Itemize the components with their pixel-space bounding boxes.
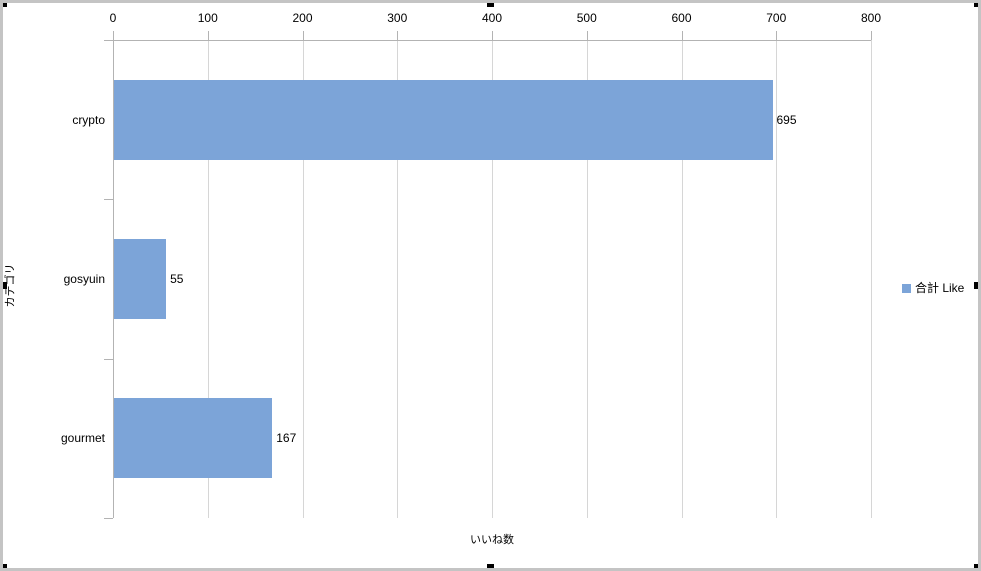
x-axis-tick-700 [776, 31, 778, 40]
x-axis-tick-200 [302, 31, 304, 40]
gridline-100 [207, 40, 209, 518]
gridline-300 [397, 40, 399, 518]
category-label-gourmet[interactable]: gourmet [60, 431, 105, 446]
x-axis-tick-600 [681, 31, 683, 40]
legend-marker-square-icon [902, 283, 911, 293]
x-axis-title: いいね数 [470, 534, 514, 546]
resize-handle-middle-right[interactable] [974, 281, 978, 289]
x-axis-tick-label: 0 [109, 11, 117, 25]
x-axis-tick-label: 600 [671, 11, 692, 25]
x-axis-tick-500 [586, 31, 588, 40]
category-axis-tick [104, 40, 113, 41]
category-label-crypto[interactable]: crypto [72, 112, 105, 127]
resize-handle-top-left[interactable] [3, 3, 7, 7]
bar-gourmet[interactable] [114, 398, 272, 478]
x-axis-tick-100 [207, 31, 209, 40]
resize-handle-bottom-left[interactable] [3, 564, 7, 568]
x-axis-tick-400 [492, 31, 493, 40]
gridline-500 [586, 40, 588, 518]
bar-crypto[interactable] [114, 80, 773, 160]
resize-handle-bottom-right[interactable] [974, 564, 978, 568]
x-axis-tick-800 [871, 31, 872, 40]
data-label-gourmet: 167 [276, 431, 297, 446]
bar-gosyuin[interactable] [114, 239, 166, 319]
category-axis-tick [104, 358, 113, 360]
resize-handle-top-right[interactable] [974, 3, 978, 7]
resize-handle-bottom-middle[interactable] [486, 564, 494, 568]
x-axis-tick-label: 200 [292, 11, 313, 25]
value-axis-line [104, 40, 871, 41]
x-axis-tick-label: 300 [387, 11, 408, 25]
x-axis-tick-label: 100 [197, 11, 218, 25]
gridline-700 [776, 40, 778, 518]
data-label-gosyuin: 55 [170, 272, 184, 286]
category-axis-tick [104, 518, 113, 519]
gridline-800 [871, 40, 872, 518]
resize-handle-top-middle[interactable] [486, 3, 494, 7]
gridline-200 [302, 40, 304, 518]
x-axis-tick-label: 500 [576, 11, 597, 25]
x-axis-tick-label: 800 [860, 11, 882, 25]
gridline-400 [492, 40, 493, 518]
x-axis-tick-label: 700 [766, 11, 787, 25]
gridline-600 [681, 40, 683, 518]
category-axis-tick [104, 199, 113, 201]
x-axis-tick-300 [397, 31, 399, 40]
category-axis-line [113, 31, 114, 518]
data-label-crypto: 695 [776, 112, 797, 127]
category-label-gosyuin[interactable]: gosyuin [63, 272, 105, 286]
legend[interactable]: 合計 Like [902, 281, 964, 295]
legend-label: 合計 Like [915, 281, 965, 295]
resize-handle-middle-left[interactable] [3, 281, 7, 289]
x-axis-tick-label: 400 [481, 11, 503, 25]
